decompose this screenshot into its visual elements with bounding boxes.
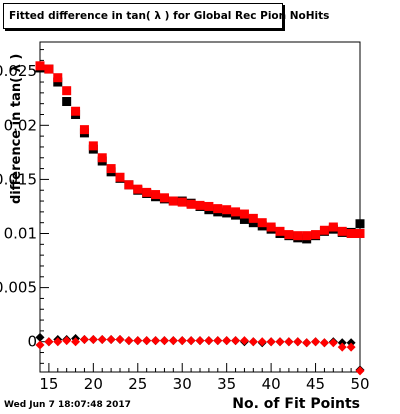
data-point-red: [44, 337, 54, 347]
data-point-red: [284, 230, 294, 240]
timestamp: Wed Jun 7 18:07:48 2017: [4, 400, 131, 410]
data-point-red: [79, 125, 89, 135]
y-axis-label: difference in tan( λ ): [9, 53, 24, 204]
data-point-red: [177, 197, 187, 207]
data-point-red: [97, 153, 107, 163]
data-point-red: [355, 366, 365, 376]
y-tick-label: 0: [27, 333, 37, 351]
data-point-red: [213, 204, 223, 214]
data-point-red: [186, 336, 196, 346]
data-point-red: [346, 342, 356, 352]
x-tick-label: 35: [217, 375, 236, 393]
data-point-red: [177, 336, 187, 346]
data-point-red: [346, 229, 356, 239]
data-point-red: [71, 106, 81, 116]
data-point-red: [53, 337, 63, 347]
y-tick-label: 0.02: [4, 116, 37, 134]
data-point-black: [239, 214, 249, 224]
data-point-red: [35, 340, 45, 350]
data-point-black: [62, 97, 72, 107]
data-point-red: [168, 336, 178, 346]
data-point-red: [106, 335, 116, 345]
x-tick-label: 50: [350, 375, 369, 393]
data-point-red: [115, 172, 125, 182]
data-point-red: [88, 141, 98, 151]
y-tick-label: 0.01: [4, 225, 37, 243]
x-tick-label: 25: [128, 375, 147, 393]
data-point-black: [355, 219, 365, 229]
data-point-red: [44, 64, 54, 74]
data-point-red: [257, 218, 267, 228]
x-tick-label: 20: [84, 375, 103, 393]
data-point-red: [168, 196, 178, 206]
data-point-red: [142, 336, 152, 346]
data-point-red: [195, 336, 205, 346]
data-point-red: [62, 86, 72, 96]
data-point-red: [266, 337, 276, 347]
data-point-red: [248, 213, 258, 223]
data-point-red: [151, 336, 161, 346]
data-point-red: [124, 180, 134, 190]
data-point-red: [355, 229, 365, 239]
data-point-red: [248, 337, 258, 347]
data-point-red: [239, 209, 249, 219]
data-point-red: [311, 230, 321, 240]
data-point-red: [79, 335, 89, 345]
data-point-red: [204, 336, 214, 346]
data-point-red: [213, 336, 223, 346]
data-point-red: [133, 184, 143, 194]
data-point-red: [293, 231, 303, 241]
data-point-red: [88, 335, 98, 345]
data-point-red: [275, 226, 285, 236]
data-point-red: [97, 335, 107, 345]
data-point-red: [293, 337, 303, 347]
data-point-red: [124, 336, 134, 346]
data-point-red: [328, 338, 338, 348]
data-point-red: [106, 164, 116, 174]
data-point-red: [159, 193, 169, 203]
x-tick-label: 45: [306, 375, 325, 393]
y-tick-label: 0.005: [0, 279, 37, 297]
data-point-red: [222, 336, 232, 346]
data-point-red: [35, 61, 45, 71]
data-point-red: [222, 205, 232, 215]
data-point-red: [319, 225, 329, 235]
data-point-red: [257, 337, 267, 347]
data-point-red: [311, 337, 321, 347]
data-point-red: [328, 222, 338, 232]
chart-title-box: Fitted difference in tan( λ ) for Global…: [3, 3, 329, 29]
x-tick-label: 15: [39, 375, 58, 393]
data-point-red: [53, 73, 63, 83]
data-point-red: [142, 187, 152, 197]
data-point-red: [319, 338, 329, 348]
x-tick-label: 30: [173, 375, 192, 393]
data-point-red: [302, 231, 312, 241]
data-point-red: [186, 199, 196, 209]
data-point-red: [115, 335, 125, 345]
data-point-red: [337, 226, 347, 236]
y-tick-label: 0.015: [0, 170, 37, 188]
data-point-red: [62, 336, 72, 346]
data-point-red: [133, 336, 143, 346]
data-point-red: [266, 222, 276, 232]
data-point-red: [231, 207, 241, 217]
data-point-red: [159, 336, 169, 346]
data-point-red: [71, 337, 81, 347]
data-point-black: [35, 332, 45, 342]
data-point-red: [151, 190, 161, 200]
data-point-red: [204, 201, 214, 211]
data-point-red: [302, 338, 312, 348]
data-point-red: [284, 337, 294, 347]
x-tick-label: 40: [262, 375, 281, 393]
y-tick-label: 0.025: [0, 62, 37, 80]
data-point-red: [195, 200, 205, 210]
data-point-red: [275, 337, 285, 347]
data-point-red: [239, 336, 249, 346]
data-point-red: [231, 336, 241, 346]
data-point-red: [337, 342, 347, 352]
x-axis-label: No. of Fit Points: [232, 396, 360, 412]
chart-title: Fitted difference in tan( λ ) for Global…: [9, 10, 330, 22]
